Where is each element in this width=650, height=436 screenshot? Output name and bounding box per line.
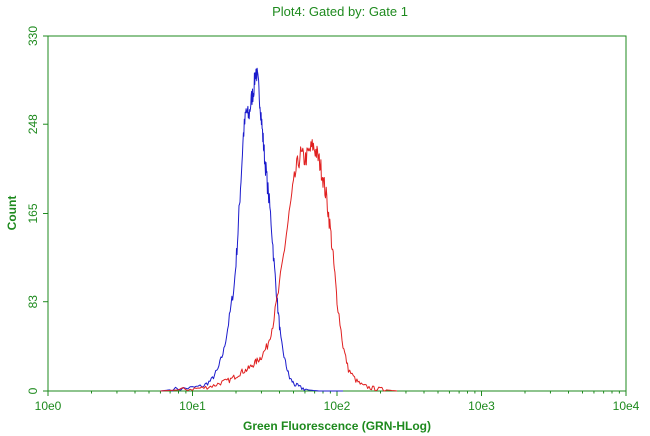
series-1-line bbox=[160, 67, 343, 392]
series-layer bbox=[160, 67, 398, 392]
chart-title: Plot4: Gated by: Gate 1 bbox=[272, 4, 408, 19]
x-tick-label: 10e4 bbox=[613, 399, 640, 413]
x-tick-label: 10e3 bbox=[468, 399, 495, 413]
y-tick-label: 248 bbox=[26, 114, 40, 134]
y-tick-label: 165 bbox=[26, 203, 40, 223]
series-2-line bbox=[160, 139, 398, 392]
y-tick-label: 330 bbox=[26, 26, 40, 46]
y-tick-label: 83 bbox=[26, 295, 40, 309]
x-tick-label: 10e1 bbox=[179, 399, 206, 413]
plot-frame bbox=[47, 35, 627, 392]
x-tick-label: 10e0 bbox=[35, 399, 62, 413]
tick-layer: 10e0 10e1 10e2 10e3 10e4 0 83 165 248 330 bbox=[26, 26, 640, 413]
y-tick-label: 0 bbox=[26, 387, 40, 394]
x-axis-label: Green Fluorescence (GRN-HLog) bbox=[243, 419, 431, 433]
x-tick-label: 10e2 bbox=[324, 399, 351, 413]
y-axis-label: Count bbox=[5, 196, 19, 231]
